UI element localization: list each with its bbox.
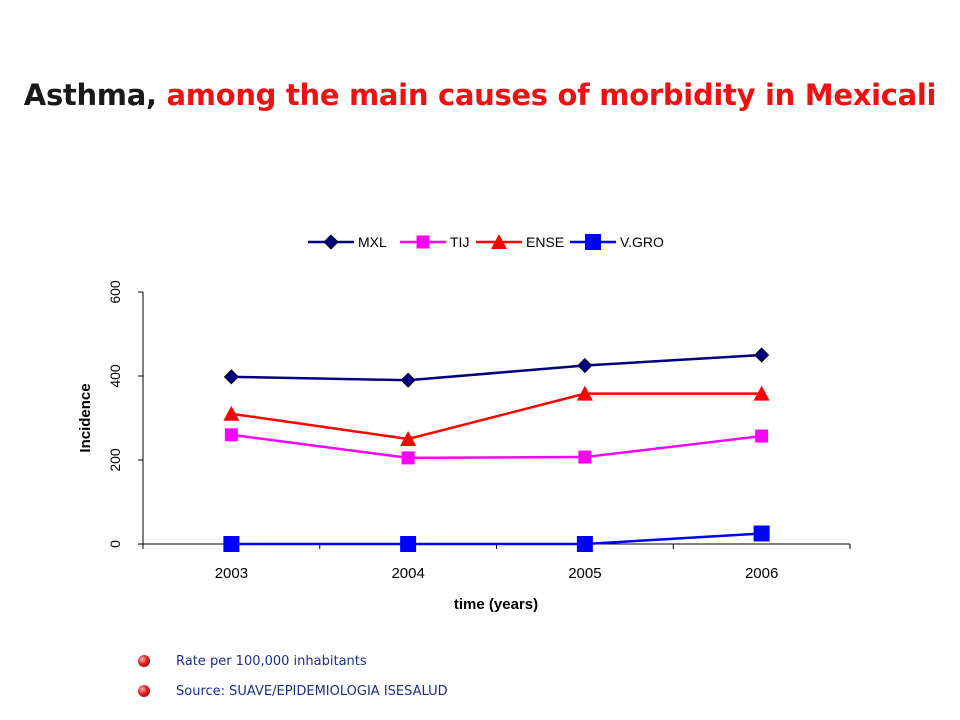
data-point <box>223 405 240 421</box>
data-point <box>576 385 593 401</box>
data-point <box>224 428 238 442</box>
legend-marker <box>585 234 601 250</box>
series-v-gro <box>223 525 770 552</box>
chart-axes <box>142 292 850 545</box>
footnote-source: Source: SUAVE/EPIDEMIOLOGIA ISESALUD <box>138 682 448 712</box>
data-point <box>223 536 240 552</box>
data-point <box>578 450 592 464</box>
series-mxl <box>223 347 770 388</box>
data-point <box>755 429 769 443</box>
data-point <box>576 536 593 552</box>
bullet-icon <box>138 685 150 697</box>
y-tick-label: 600 <box>107 280 123 304</box>
footnote-rate-text: Rate per 100,000 inhabitants <box>176 654 367 669</box>
legend-item: ENSE <box>476 234 564 250</box>
x-tick-label: 2006 <box>745 565 778 582</box>
series-line <box>231 532 762 546</box>
y-tick-label: 400 <box>107 364 123 388</box>
y-tick-group: 0 200 400 600 <box>107 280 143 548</box>
y-tick-label: 200 <box>107 448 123 472</box>
legend-item: TIJ <box>400 234 469 250</box>
data-point <box>577 357 593 374</box>
title-part-2: among the main causes of morbidity in Me… <box>166 78 937 112</box>
series-line <box>231 433 762 460</box>
series-group <box>223 347 770 552</box>
legend-marker <box>323 234 339 250</box>
data-point <box>753 385 770 401</box>
footnote-source-text: Source: SUAVE/EPIDEMIOLOGIA ISESALUD <box>176 684 448 699</box>
bullet-icon <box>138 655 150 667</box>
y-axis-label: Incidence <box>77 383 94 452</box>
legend-label: ENSE <box>526 234 564 250</box>
legend-marker <box>491 234 507 249</box>
incidence-line-chart: 0 200 400 600 2003 2004 2005 2006 MXL TIJ ENSE V.… <box>77 234 851 613</box>
y-tick-label: 0 <box>107 540 123 548</box>
series-ense <box>223 385 770 446</box>
series-tij <box>224 428 769 465</box>
legend-marker <box>416 235 430 249</box>
x-tick-label: 2004 <box>391 565 424 582</box>
legend-item: MXL <box>308 234 387 250</box>
data-point <box>223 369 239 385</box>
x-tick-label: 2003 <box>215 565 248 582</box>
data-point <box>400 431 417 446</box>
data-point <box>753 525 770 542</box>
x-tick-label: 2005 <box>568 565 601 582</box>
x-axis-label: time (years) <box>454 596 538 613</box>
data-point <box>401 451 415 465</box>
data-point <box>400 372 416 388</box>
title-part-1: Asthma, <box>23 78 157 112</box>
legend-label: V.GRO <box>620 234 664 250</box>
footnotes: Rate per 100,000 inhabitants Source: SUA… <box>138 652 448 712</box>
x-tick-group: 2003 2004 2005 2006 <box>142 544 851 582</box>
series-line <box>231 392 762 441</box>
data-point <box>400 536 417 552</box>
legend-item: V.GRO <box>570 234 664 250</box>
series-line <box>231 353 762 382</box>
page-title: Asthma, among the main causes of morbidi… <box>0 78 960 112</box>
legend-label: TIJ <box>450 234 469 250</box>
data-point <box>754 347 770 363</box>
chart-legend: MXL TIJ ENSE V.GRO <box>308 234 664 250</box>
footnote-rate: Rate per 100,000 inhabitants <box>138 652 448 682</box>
legend-label: MXL <box>358 234 387 250</box>
